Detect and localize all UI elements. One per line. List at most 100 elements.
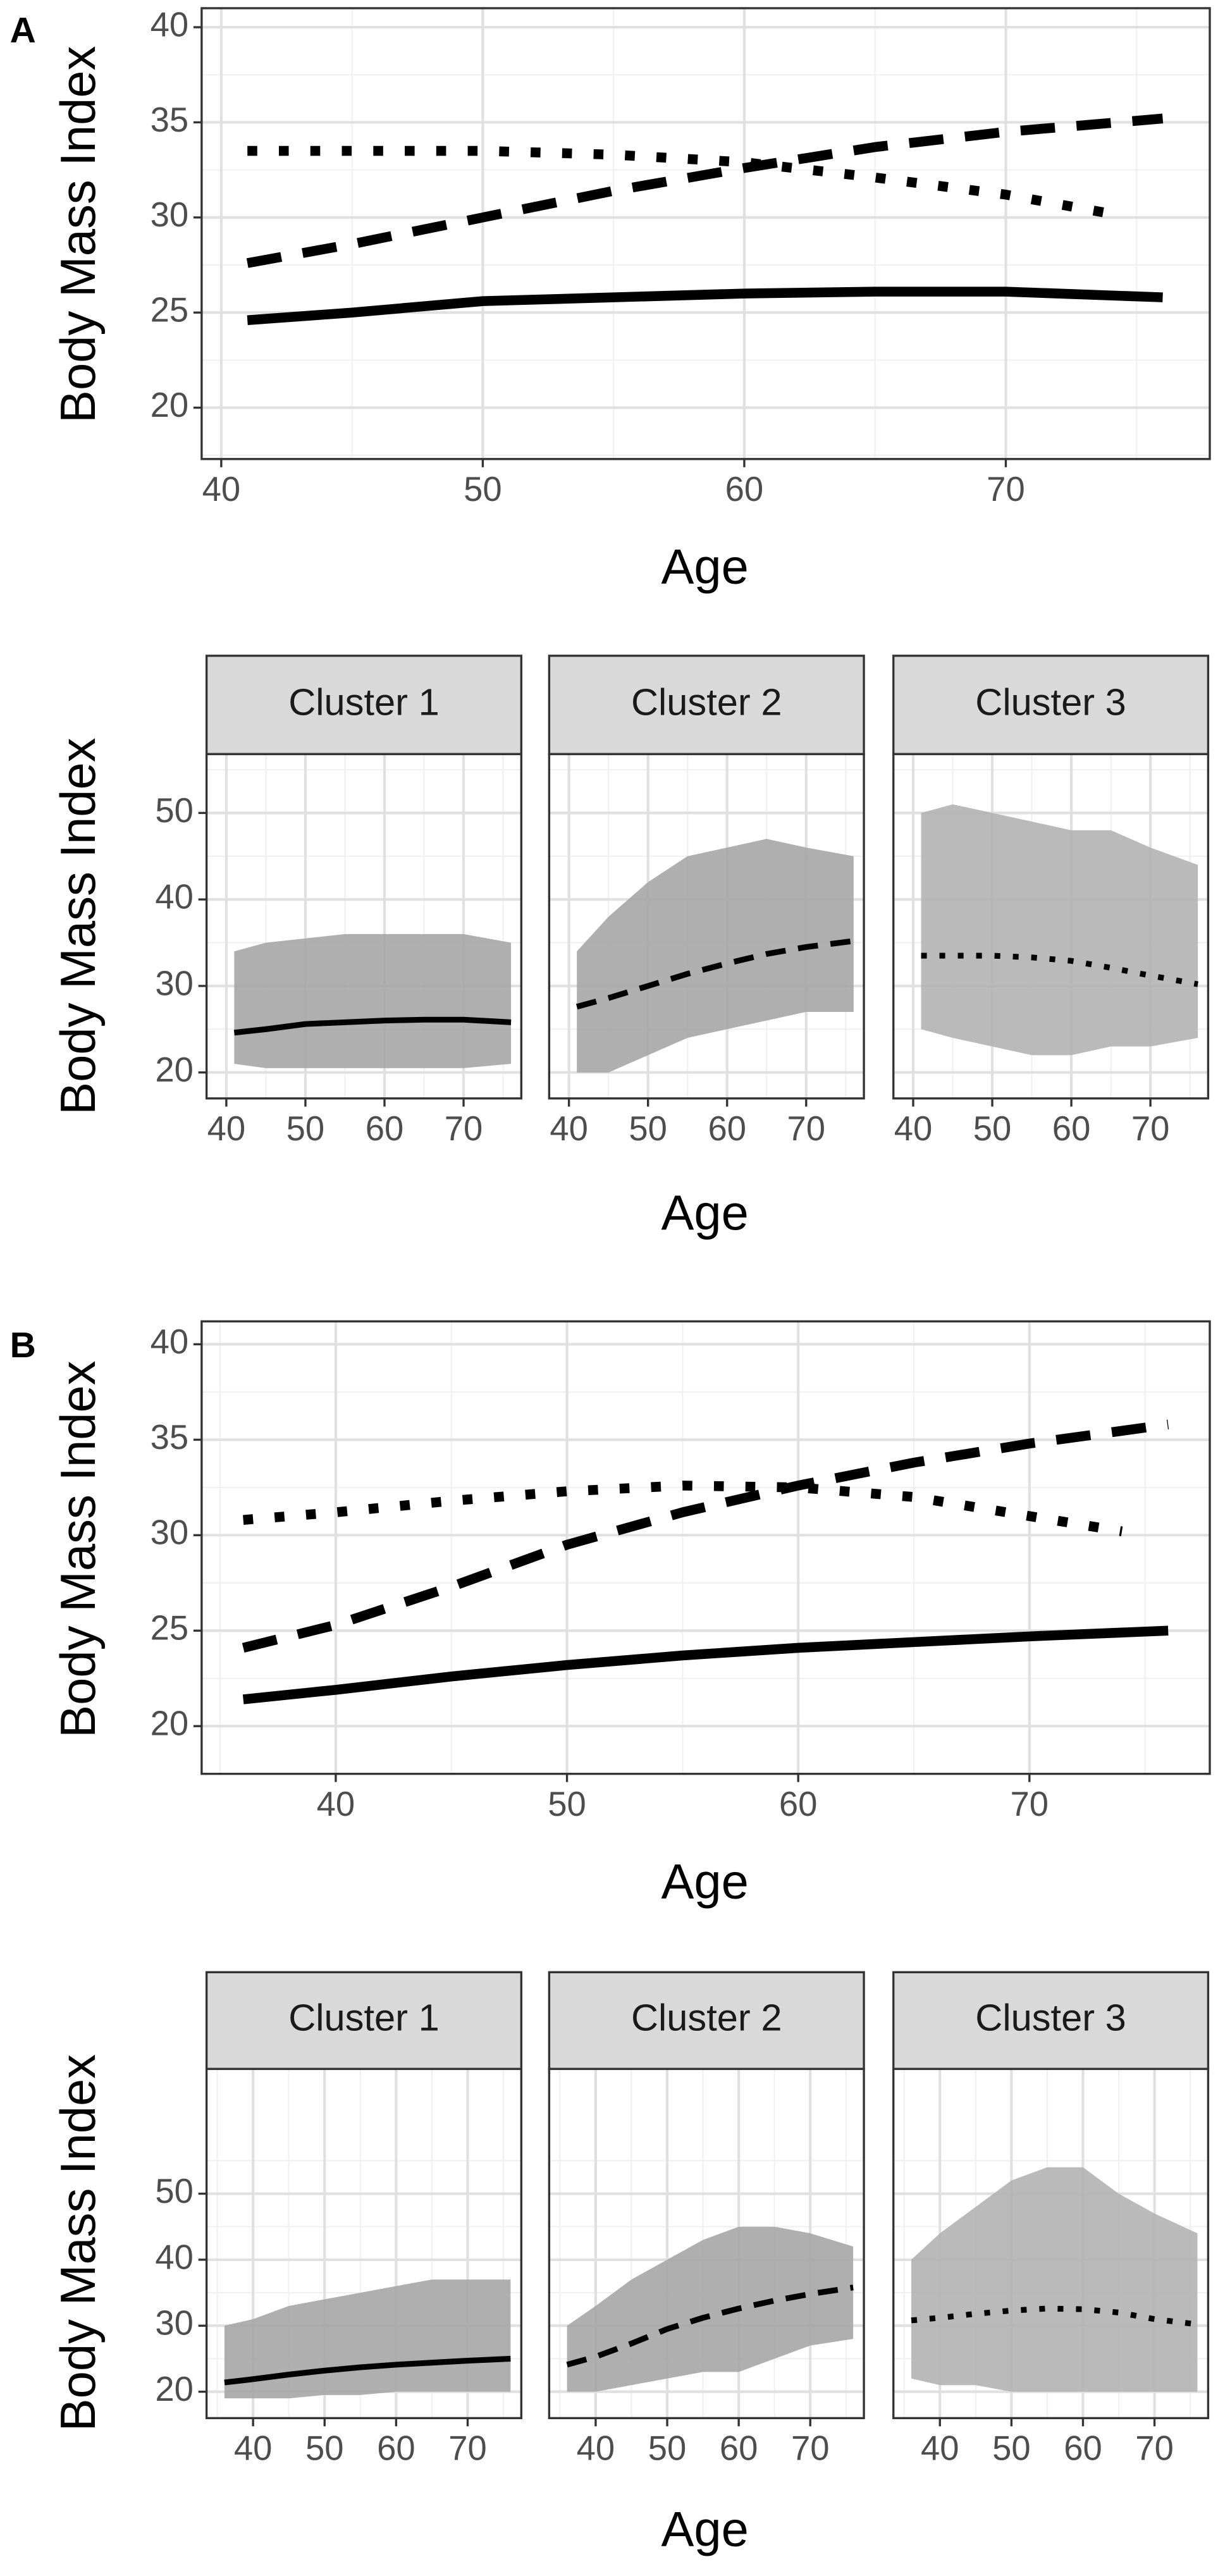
- mean-line: [921, 952, 1198, 987]
- y-tick-label: 50: [155, 2172, 194, 2210]
- y-tick-label: 20: [151, 1704, 189, 1743]
- panel-border: [205, 2068, 523, 2420]
- x-tick-label: 60: [720, 2429, 758, 2468]
- y-tick-label: 35: [151, 101, 189, 139]
- mean-line: [566, 2284, 854, 2368]
- y-axis-title: Body Mass Index: [51, 737, 106, 1114]
- strip: [892, 1971, 1210, 2070]
- strip-label: Cluster 2: [631, 681, 782, 723]
- panel-border: [548, 2068, 865, 2420]
- x-tick-label: 70: [1131, 1109, 1170, 1148]
- x-tick-label: 60: [779, 1785, 818, 1823]
- trajectory-band: [921, 804, 1198, 1056]
- x-tick-label: 50: [286, 1109, 325, 1148]
- strip-label: Cluster 1: [288, 1997, 440, 2039]
- y-tick-label: 40: [151, 5, 189, 44]
- x-tick-label: 70: [987, 470, 1025, 508]
- panel-tag: B: [10, 1325, 36, 1365]
- y-tick-label: 40: [155, 878, 194, 916]
- x-tick-label: 70: [448, 2429, 487, 2468]
- x-tick-label: 60: [366, 1109, 404, 1148]
- x-tick-label: 60: [377, 2429, 415, 2468]
- x-tick-label: 70: [791, 2429, 830, 2468]
- strip-label: Cluster 1: [288, 681, 440, 723]
- mean-line: [242, 1419, 1169, 1653]
- panel-background: [201, 1321, 1210, 1774]
- x-tick-label: 40: [202, 470, 241, 508]
- trajectory-band: [567, 2226, 854, 2392]
- mean-line: [233, 1016, 512, 1036]
- y-tick-label: 25: [151, 1609, 189, 1648]
- panel-border: [200, 7, 1211, 460]
- x-tick-label: 60: [708, 1109, 746, 1148]
- y-tick-label: 30: [151, 1513, 189, 1552]
- y-tick-label: 30: [155, 964, 194, 1002]
- x-axis-title: Age: [661, 2502, 748, 2556]
- mean-line: [246, 113, 1164, 268]
- x-tick-label: 40: [921, 2429, 959, 2468]
- x-tick-label: 50: [548, 1785, 586, 1823]
- x-tick-label: 50: [992, 2429, 1031, 2468]
- panel-background: [201, 8, 1210, 459]
- y-axis-title: Body Mass Index: [51, 46, 106, 422]
- strip: [205, 655, 523, 756]
- mean-line: [243, 1481, 1123, 1536]
- x-tick-label: 70: [787, 1109, 826, 1148]
- x-tick-label: 50: [464, 470, 502, 508]
- x-tick-label: 40: [234, 2429, 273, 2468]
- y-tick-label: 25: [151, 291, 189, 330]
- x-axis-title: Age: [661, 1854, 748, 1909]
- x-tick-label: 40: [550, 1109, 588, 1148]
- y-tick-label: 40: [155, 2238, 194, 2276]
- x-tick-label: 70: [1011, 1785, 1049, 1823]
- mean-line: [575, 938, 854, 1010]
- mean-line: [247, 145, 1112, 219]
- x-axis-title: Age: [661, 540, 748, 595]
- mean-line: [224, 2355, 511, 2386]
- y-tick-label: 30: [151, 195, 189, 234]
- x-tick-label: 60: [1064, 2429, 1102, 2468]
- trajectory-band: [577, 839, 854, 1073]
- x-tick-label: 40: [577, 2429, 615, 2468]
- x-tick-label: 60: [725, 470, 764, 508]
- x-axis-title: Age: [661, 1186, 748, 1240]
- x-tick-label: 50: [629, 1109, 667, 1148]
- y-tick-label: 20: [151, 386, 189, 424]
- strip: [548, 1971, 865, 2070]
- panel-border: [205, 753, 523, 1100]
- strip-label: Cluster 2: [631, 1997, 782, 2039]
- mean-line: [247, 287, 1163, 325]
- x-tick-label: 50: [648, 2429, 687, 2468]
- trajectory-band: [911, 2167, 1198, 2392]
- trajectory-band: [234, 934, 512, 1068]
- y-tick-label: 35: [151, 1418, 189, 1457]
- panel-border: [892, 753, 1210, 1100]
- trajectory-band: [224, 2279, 511, 2399]
- strip-label: Cluster 3: [975, 681, 1126, 723]
- y-tick-label: 40: [151, 1322, 189, 1361]
- x-tick-label: 40: [207, 1109, 246, 1148]
- panel-border: [548, 753, 865, 1100]
- mean-line: [911, 2305, 1198, 2327]
- y-axis-title: Body Mass Index: [51, 2054, 106, 2431]
- x-tick-label: 50: [305, 2429, 344, 2468]
- y-tick-label: 50: [155, 791, 194, 830]
- mean-line: [242, 1625, 1169, 1704]
- y-tick-label: 20: [155, 1051, 194, 1089]
- y-tick-label: 30: [155, 2304, 194, 2343]
- y-axis-title: Body Mass Index: [51, 1360, 106, 1737]
- x-tick-label: 70: [1135, 2429, 1174, 2468]
- x-tick-label: 40: [894, 1109, 933, 1148]
- x-tick-label: 50: [973, 1109, 1012, 1148]
- x-tick-label: 70: [445, 1109, 483, 1148]
- strip: [892, 655, 1210, 756]
- x-tick-label: 60: [1052, 1109, 1091, 1148]
- x-tick-label: 40: [317, 1785, 355, 1823]
- panel-border: [892, 2068, 1210, 2420]
- strip-label: Cluster 3: [975, 1997, 1126, 2039]
- y-tick-label: 20: [155, 2370, 194, 2408]
- panel-border: [200, 1320, 1211, 1775]
- panel-tag: A: [10, 10, 36, 51]
